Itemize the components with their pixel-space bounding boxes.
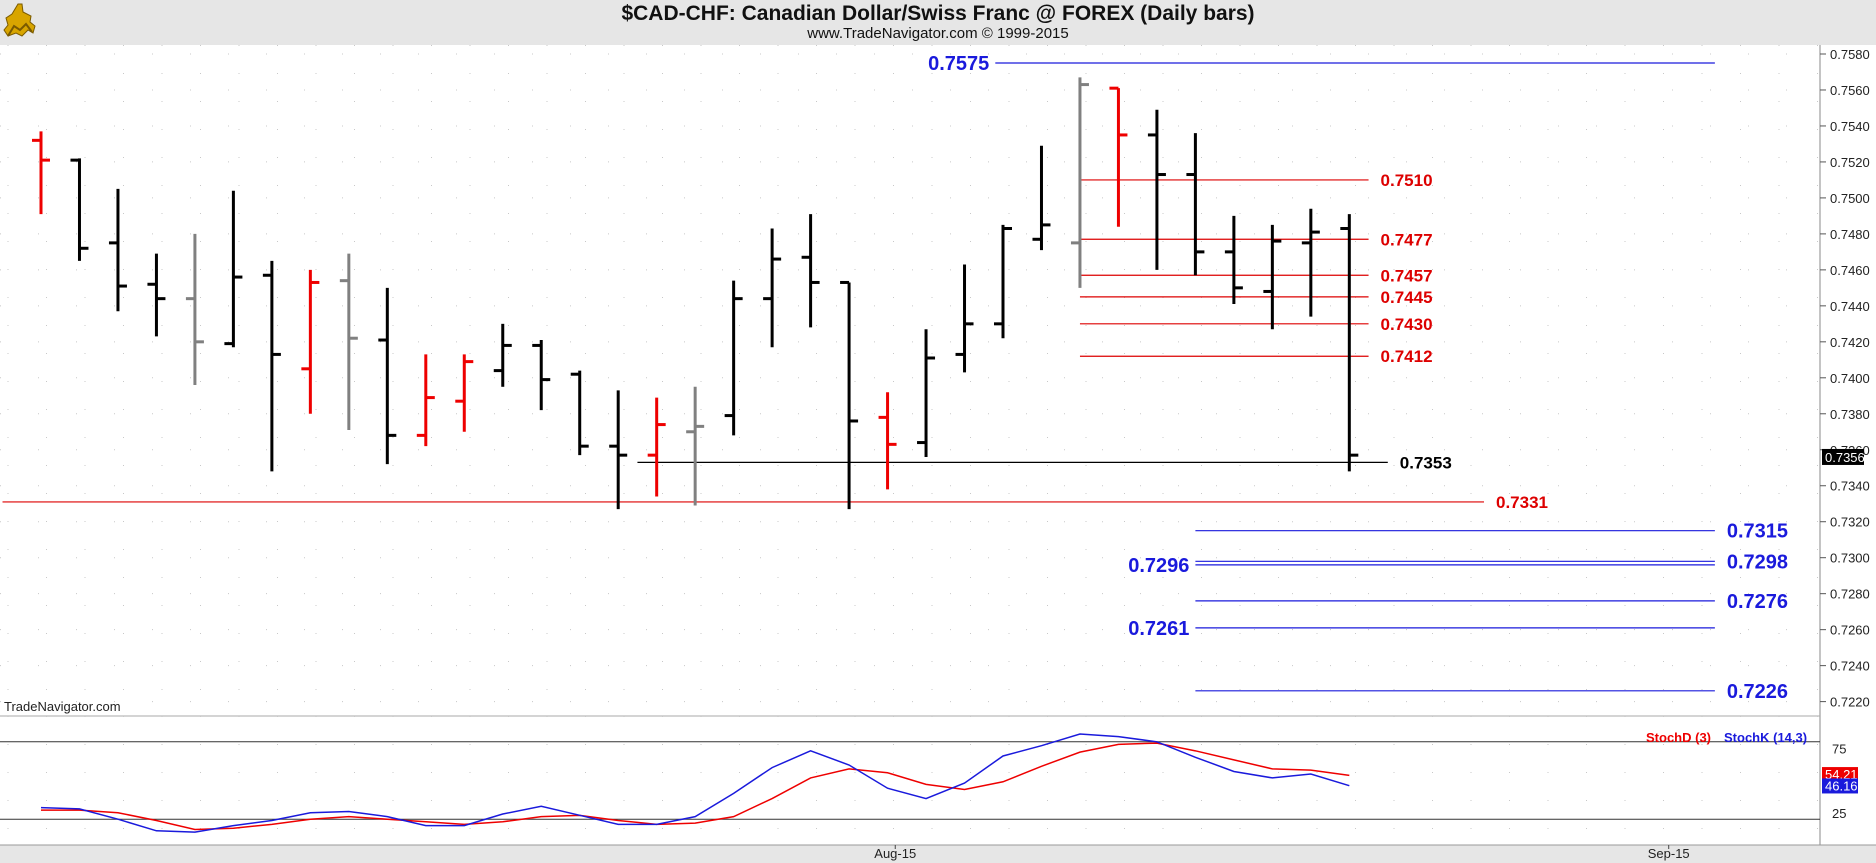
stoch-k-value: 46.16 [1825, 778, 1858, 793]
ohlc-bar [378, 287, 397, 465]
level-label: 0.7430 [1381, 315, 1433, 334]
chart-title: $CAD-CHF: Canadian Dollar/Swiss Franc @ … [621, 2, 1255, 25]
ohlc-bar [532, 340, 551, 411]
watermark-text: TradeNavigator.com [4, 699, 121, 714]
level-label: 0.7298 [1727, 551, 1788, 573]
time-tick-label: Aug-15 [874, 846, 916, 861]
stoch-tick-label: 25 [1832, 806, 1846, 821]
level-label: 0.7353 [1400, 453, 1452, 472]
price-grid [0, 45, 1820, 716]
ohlc-bar [647, 397, 666, 497]
ohlc-bar [1263, 224, 1282, 330]
price-axis: 0.7580 0.7560 0.7540 0.7520 0.7500 0.7480 0.74… [1819, 45, 1876, 845]
time-axis-area [0, 845, 1876, 863]
price-axis-area [1820, 45, 1876, 845]
ohlc-bar [1147, 109, 1166, 270]
ohlc-bar [1070, 77, 1089, 288]
price-tick-label: 0.7340 [1830, 479, 1870, 494]
level-label: 0.7457 [1381, 266, 1433, 285]
ohlc-bar [339, 253, 358, 430]
level-label: 0.7315 [1727, 521, 1788, 543]
chart-subtitle: www.TradeNavigator.com © 1999-2015 [807, 25, 1069, 42]
level-label: 0.7510 [1381, 171, 1433, 190]
ohlc-bar [1224, 215, 1243, 305]
ohlc-bar [801, 214, 820, 328]
ohlc-bar [878, 392, 897, 490]
ohlc-bar [493, 323, 512, 387]
ohlc-bar [917, 329, 936, 457]
level-label: 0.7226 [1727, 681, 1788, 703]
level-label: 0.7296 [1128, 555, 1189, 577]
last-price-label: 0.7356 [1825, 450, 1865, 465]
trade-navigator-logo-icon [3, 3, 36, 37]
level-label: 0.7412 [1381, 347, 1433, 366]
level-label: 0.7261 [1128, 618, 1189, 640]
price-tick-label: 0.7480 [1830, 227, 1870, 242]
level-label: 0.7445 [1381, 288, 1433, 307]
last-price-box [1822, 448, 1864, 465]
price-tick-label: 0.7380 [1830, 407, 1870, 422]
level-label: 0.7477 [1381, 230, 1433, 249]
price-tick-label: 0.7320 [1830, 515, 1870, 530]
legend-stoch-k: StochK (14,3) [1724, 730, 1807, 745]
level-label: 0.7276 [1727, 591, 1788, 613]
price-tick-label: 0.7260 [1830, 623, 1870, 638]
stoch-series-stoch-k [40, 733, 1350, 833]
price-tick-label: 0.7440 [1830, 299, 1870, 314]
price-tick-label: 0.7400 [1830, 371, 1870, 386]
ohlc-bar [994, 224, 1012, 339]
price-tick-label: 0.7420 [1830, 335, 1870, 350]
time-axis: Aug-15 Sep-15 [0, 844, 1876, 863]
price-tick-label: 0.7520 [1830, 155, 1870, 170]
price-levels: 0.7575 0.7510 0.7477 0.7457 0.7445 0.7430 0.74… [2, 53, 1788, 703]
price-tick-label: 0.7240 [1830, 659, 1870, 674]
price-tick-label: 0.7460 [1830, 263, 1870, 278]
ohlc-bar [1032, 145, 1051, 251]
ohlc-bar [686, 386, 705, 506]
chart-header: $CAD-CHF: Canadian Dollar/Swiss Franc @ … [0, 0, 1876, 45]
price-plot-area [0, 45, 1820, 716]
stoch-tick-label: 75 [1832, 741, 1846, 756]
price-tick-label: 0.7540 [1830, 119, 1870, 134]
time-tick-label: Sep-15 [1648, 846, 1690, 861]
ohlc-bar [224, 190, 243, 348]
price-tick-label: 0.7280 [1830, 587, 1870, 602]
ohlc-bar [262, 260, 281, 472]
ohlc-bar [1340, 214, 1359, 472]
ohlc-bar [108, 188, 127, 312]
ohlc-bar [955, 264, 974, 373]
stoch-d-value: 54.21 [1825, 767, 1858, 782]
price-tick-label: 0.7500 [1830, 191, 1870, 206]
ohlc-bar [763, 228, 782, 348]
ohlc-bar [1186, 133, 1205, 276]
ohlc-bar [1301, 208, 1320, 317]
ohlc-bar [1109, 86, 1128, 227]
stoch-k-value-box [1822, 778, 1858, 794]
stoch-d-value-box [1822, 767, 1858, 783]
level-label: 0.7331 [1496, 493, 1548, 512]
ohlc-bar [70, 158, 89, 261]
ohlc-bar [840, 280, 859, 510]
legend-stoch-d: StochD (3) [1646, 730, 1711, 745]
price-tick-label: 0.7560 [1830, 83, 1870, 98]
ohlc-bar [609, 390, 628, 510]
ohlc-bar [32, 131, 50, 215]
price-tick-label: 0.7220 [1830, 695, 1870, 710]
level-label: 0.7575 [928, 53, 989, 75]
price-tick-label: 0.7580 [1830, 47, 1870, 62]
ohlc-bar [455, 354, 474, 432]
price-tick-label: 0.7300 [1830, 551, 1870, 566]
stoch-series-stoch-d [41, 742, 1350, 831]
ohlc-bar [301, 269, 320, 414]
ohlc-bar [416, 354, 435, 447]
ohlc-bar [570, 370, 589, 456]
ohlc-bar [185, 233, 204, 385]
ohlc-bar [724, 280, 743, 436]
ohlc-bar [147, 253, 166, 337]
price-bars [32, 77, 1359, 510]
